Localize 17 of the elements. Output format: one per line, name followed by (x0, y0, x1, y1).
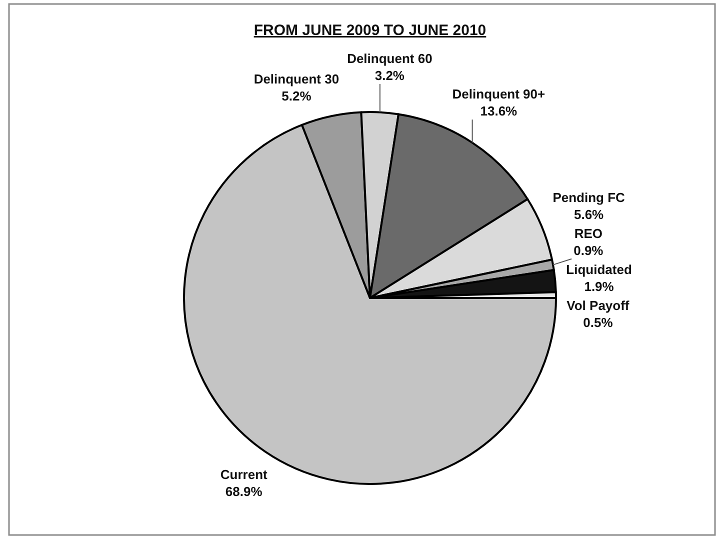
slice-label: Delinquent 90+ (452, 86, 546, 102)
slice-label: Pending FC (552, 190, 626, 205)
data-label: 68.9% (225, 484, 263, 500)
data-label: 5.6% (574, 206, 604, 222)
data-label: 0.5% (583, 314, 614, 330)
data-label: 3.2% (374, 68, 405, 83)
chart-title: FROM JUNE 2009 TO JUNE 2010 (254, 22, 486, 39)
data-label: 1.9% (584, 278, 614, 294)
slice-label: Delinquent 60 (347, 51, 432, 66)
slice-label: Liquidated (566, 262, 632, 277)
slice-label: Vol Payoff (566, 298, 630, 313)
data-label: 0.9% (574, 242, 604, 258)
slice-label: REO (574, 226, 603, 241)
data-label: 13.6% (480, 104, 518, 119)
slice-label: Delinquent 30 (254, 71, 340, 86)
slice-label: Current (220, 467, 268, 482)
data-label: 5.2% (282, 88, 312, 104)
